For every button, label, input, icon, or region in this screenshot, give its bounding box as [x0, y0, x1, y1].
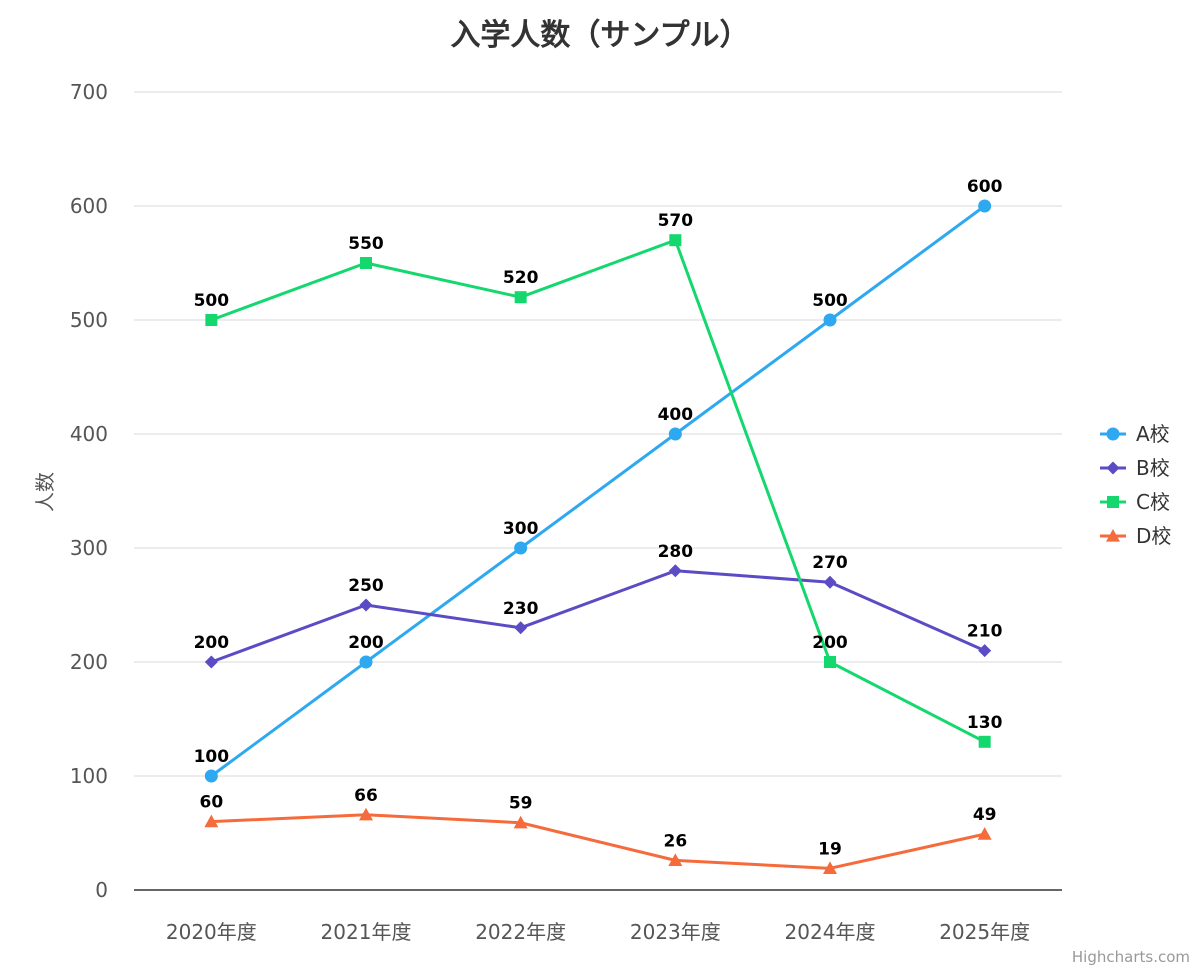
y-tick-label: 100 [70, 764, 108, 788]
data-point[interactable] [359, 598, 373, 612]
series-line[interactable] [209, 204, 987, 778]
series-C校 [205, 234, 991, 748]
data-label: 26 [663, 831, 687, 851]
data-label: 550 [348, 234, 384, 254]
data-label: 280 [658, 542, 694, 562]
y-axis-ticks: 0 100 200 300 400 500 600 700 [70, 80, 108, 902]
legend-marker[interactable] [1106, 529, 1120, 542]
legend-item[interactable]: C校 [1100, 490, 1170, 514]
data-point[interactable] [977, 827, 992, 840]
data-point[interactable] [204, 655, 218, 669]
y-tick-label: 200 [70, 650, 108, 674]
x-axis-ticks: 2020年度 2021年度 2022年度 2023年度 2024年度 2025年度 [166, 920, 1030, 944]
grid-lines [134, 91, 1062, 777]
data-point[interactable] [513, 815, 528, 829]
y-tick-label: 0 [95, 878, 108, 902]
data-point[interactable] [668, 853, 683, 866]
data-label: 66 [354, 786, 378, 806]
data-label: 230 [503, 599, 539, 619]
data-point[interactable] [978, 644, 992, 658]
x-tick-label: 2024年度 [785, 920, 876, 944]
y-tick-label: 300 [70, 536, 108, 560]
legend-marker[interactable] [1106, 427, 1120, 441]
series-B校 [204, 564, 992, 669]
series-line[interactable] [209, 238, 987, 744]
data-label: 570 [658, 211, 694, 231]
data-label: 59 [509, 794, 533, 814]
data-point[interactable] [668, 564, 682, 578]
legend-marker[interactable] [1106, 461, 1120, 475]
data-point[interactable] [823, 575, 837, 589]
series-line[interactable] [209, 569, 987, 664]
data-point[interactable] [205, 314, 218, 326]
data-label: 210 [967, 622, 1003, 642]
legend-label: B校 [1136, 456, 1170, 480]
data-point[interactable] [823, 313, 837, 327]
series-D校 [204, 807, 992, 874]
data-point[interactable] [978, 199, 992, 213]
data-labels: 100 200 300 400 500 600 200 250 230 280 270 210 500 5… [194, 177, 1003, 859]
data-point[interactable] [359, 655, 373, 669]
y-tick-label: 500 [70, 308, 108, 332]
data-label: 520 [503, 268, 539, 288]
legend-item[interactable]: D校 [1100, 524, 1171, 548]
legend-marker[interactable] [1107, 496, 1119, 508]
data-point[interactable] [978, 735, 991, 748]
data-label: 200 [348, 633, 384, 653]
legend-label: D校 [1136, 524, 1171, 548]
data-label: 600 [967, 177, 1003, 197]
data-label: 270 [812, 553, 848, 573]
data-point[interactable] [668, 427, 682, 441]
y-axis-title: 人数 [33, 472, 57, 512]
data-label: 49 [973, 805, 997, 825]
data-label: 500 [194, 291, 230, 311]
data-label: 200 [812, 633, 848, 653]
data-point[interactable] [823, 861, 837, 874]
data-label: 200 [194, 633, 230, 653]
x-tick-label: 2021年度 [321, 920, 412, 944]
x-tick-label: 2022年度 [475, 920, 566, 944]
data-label: 100 [194, 747, 230, 767]
credit-link[interactable]: Highcharts.com [1072, 948, 1190, 966]
data-label: 400 [658, 405, 694, 425]
data-point[interactable] [669, 234, 682, 247]
data-point[interactable] [824, 656, 836, 668]
data-point[interactable] [204, 769, 218, 783]
chart-title: 入学人数（サンプル） [450, 18, 749, 53]
legend-item[interactable]: B校 [1100, 456, 1170, 480]
data-label: 60 [199, 793, 223, 813]
data-label: 300 [503, 519, 539, 539]
y-tick-label: 400 [70, 422, 108, 446]
x-tick-label: 2023年度 [630, 920, 721, 944]
y-tick-label: 700 [70, 80, 108, 104]
legend-item[interactable]: A校 [1100, 422, 1170, 446]
data-label: 19 [818, 839, 842, 859]
x-tick-label: 2025年度 [939, 920, 1030, 944]
data-point[interactable] [514, 291, 527, 304]
data-point[interactable] [204, 814, 219, 828]
data-point[interactable] [360, 257, 372, 269]
y-tick-label: 600 [70, 194, 108, 218]
series-line[interactable] [209, 813, 987, 870]
data-label: 130 [967, 713, 1003, 733]
data-label: 250 [348, 576, 384, 596]
data-point[interactable] [514, 541, 528, 555]
data-point[interactable] [359, 807, 373, 821]
data-label: 500 [812, 291, 848, 311]
legend-label: C校 [1136, 490, 1170, 514]
data-point[interactable] [514, 621, 528, 635]
x-tick-label: 2020年度 [166, 920, 257, 944]
legend-label: A校 [1136, 422, 1170, 446]
series-A校 [204, 199, 992, 783]
series-group [204, 199, 992, 874]
legend[interactable]: A校 B校 C校 D校 [1100, 422, 1171, 548]
